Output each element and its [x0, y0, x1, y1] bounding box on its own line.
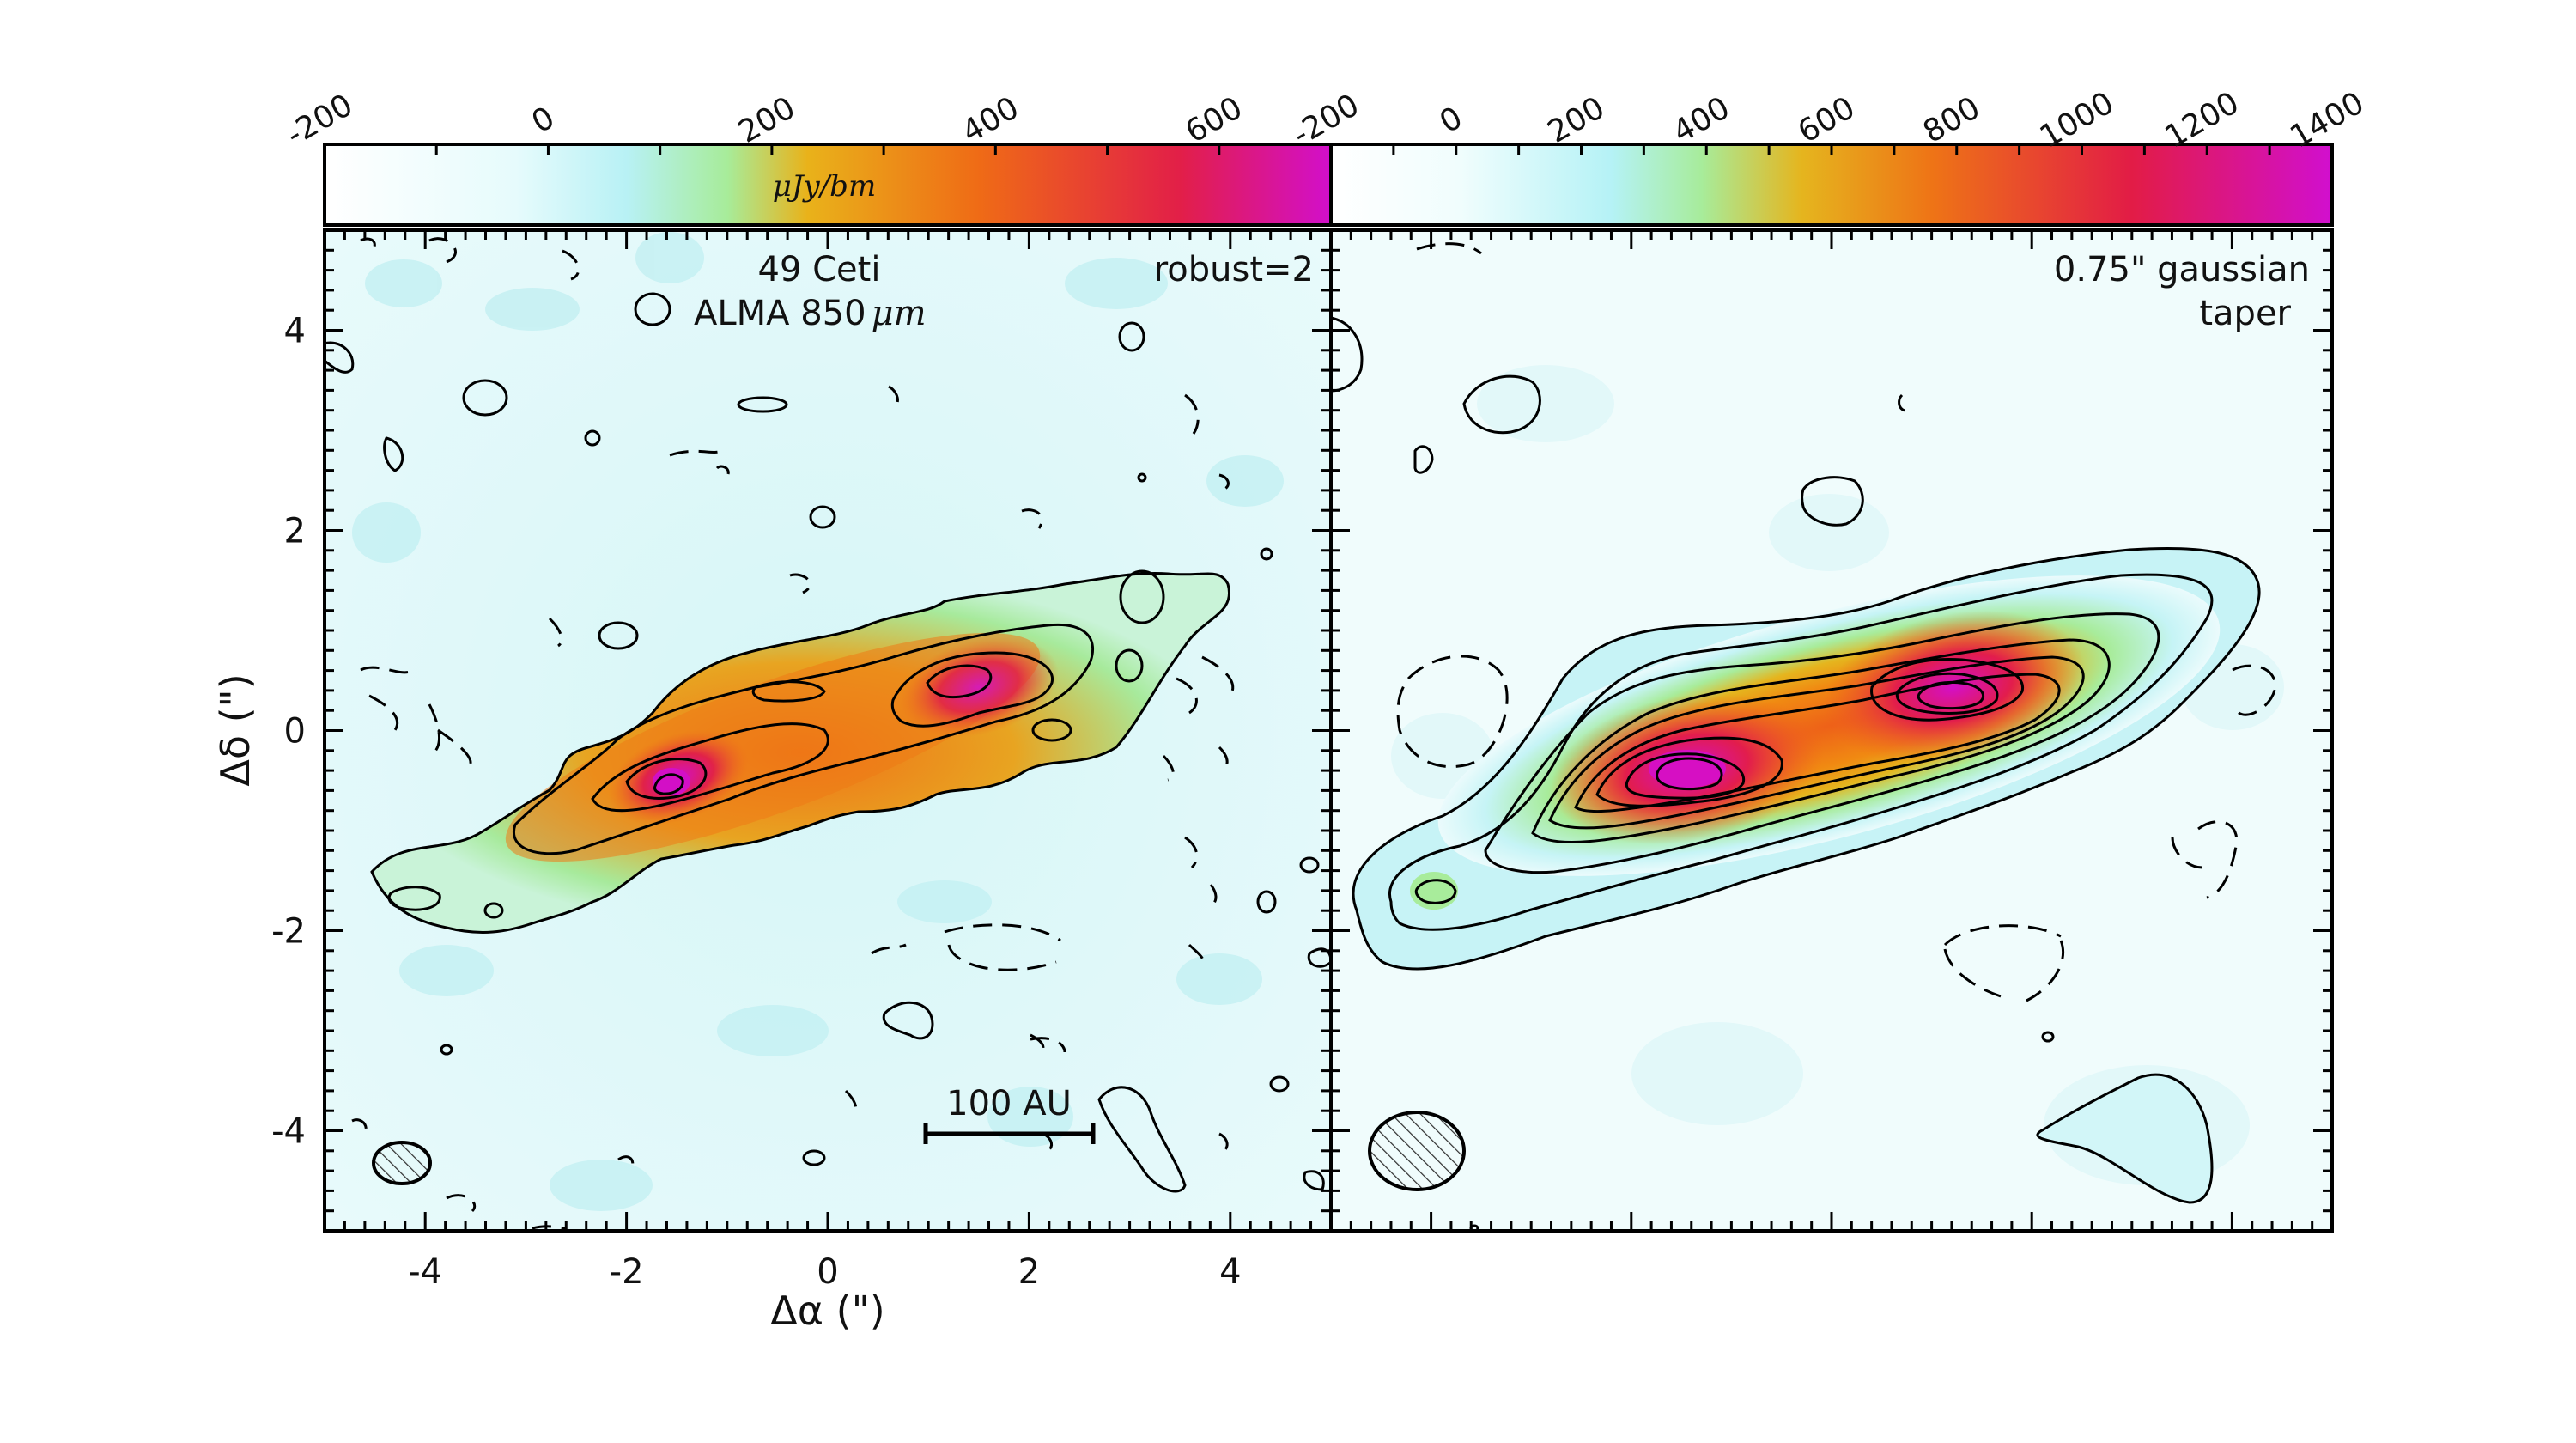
right-beam-ellipse [1368, 1111, 1466, 1191]
x-tick-label: 0 [817, 1252, 838, 1292]
taper-label-line2: taper [2199, 294, 2291, 333]
right-peak-max [1649, 750, 1726, 788]
left-subtitle: ALMA 850 μm [694, 294, 927, 333]
scale-bar: 100 AU [923, 1084, 1096, 1144]
y-tick-label: 0 [284, 712, 306, 752]
right-negative-contours [1396, 242, 2277, 1002]
left-title: 49 Ceti [758, 250, 881, 289]
right-panel: 0.75" gaussian taper [1329, 228, 2334, 1233]
left-negative-contours [351, 237, 1235, 1230]
colorbar-left-gradient [323, 143, 1333, 227]
colorbar-tick-label: 0 [1434, 100, 1468, 141]
colorbar-right-gradient [1329, 143, 2334, 227]
colorbar-tick-label: 200 [1542, 90, 1611, 150]
colorbar-left: μJy/bm -200 0 200 400 600 [281, 88, 1333, 227]
scale-bar-label: 100 AU [946, 1084, 1072, 1123]
colorbar-tick-label: 400 [1667, 90, 1735, 150]
taper-label-line1: 0.75" gaussian [2054, 250, 2310, 289]
x-tick-label: -2 [610, 1252, 644, 1292]
x-tick-label: 2 [1018, 1252, 1040, 1292]
x-tick-label: 4 [1219, 1252, 1241, 1292]
right-panel-ticks [1329, 228, 2334, 1233]
colorbar-unit-label: μJy/bm [773, 169, 876, 204]
y-tick-label: 4 [284, 312, 306, 351]
left-beam-ellipse [372, 1141, 432, 1185]
y-tick-label: -2 [271, 912, 306, 952]
left-panel: -4 -2 0 2 4 4 2 0 -2 -4 49 Ceti ALMA 850 μm robust… [271, 228, 1333, 1292]
x-axis-title: Δα (") [770, 1288, 884, 1334]
colorbar-tick-label: 600 [1792, 90, 1861, 150]
left-subtitle-text: ALMA 850 [694, 294, 866, 333]
left-noise [352, 232, 1284, 1211]
colorbar-tick-label: 200 [732, 90, 801, 150]
left-subtitle-unit: μm [872, 294, 927, 333]
colorbar-tick-label: 600 [1180, 90, 1249, 150]
colorbar-tick-label: 400 [957, 90, 1025, 150]
y-axis-title: Δδ (") [212, 673, 258, 786]
x-tick-label: -4 [408, 1252, 442, 1292]
right-contours [1331, 316, 2261, 1231]
colorbar-tick-label: 800 [1917, 90, 1986, 150]
left-contours [325, 292, 1331, 1193]
y-tick-label: -4 [271, 1112, 306, 1152]
colorbar-tick-label: 0 [526, 100, 561, 141]
colorbar-right: -200 0 200 400 600 800 1000 1200 1400 [1287, 85, 2370, 227]
right-ne-blob [2037, 1075, 2212, 1202]
y-tick-label: 2 [284, 512, 306, 551]
robust-label: robust=2 [1154, 250, 1314, 289]
left-panel-ticks: -4 -2 0 2 4 4 2 0 -2 -4 [271, 228, 1333, 1292]
